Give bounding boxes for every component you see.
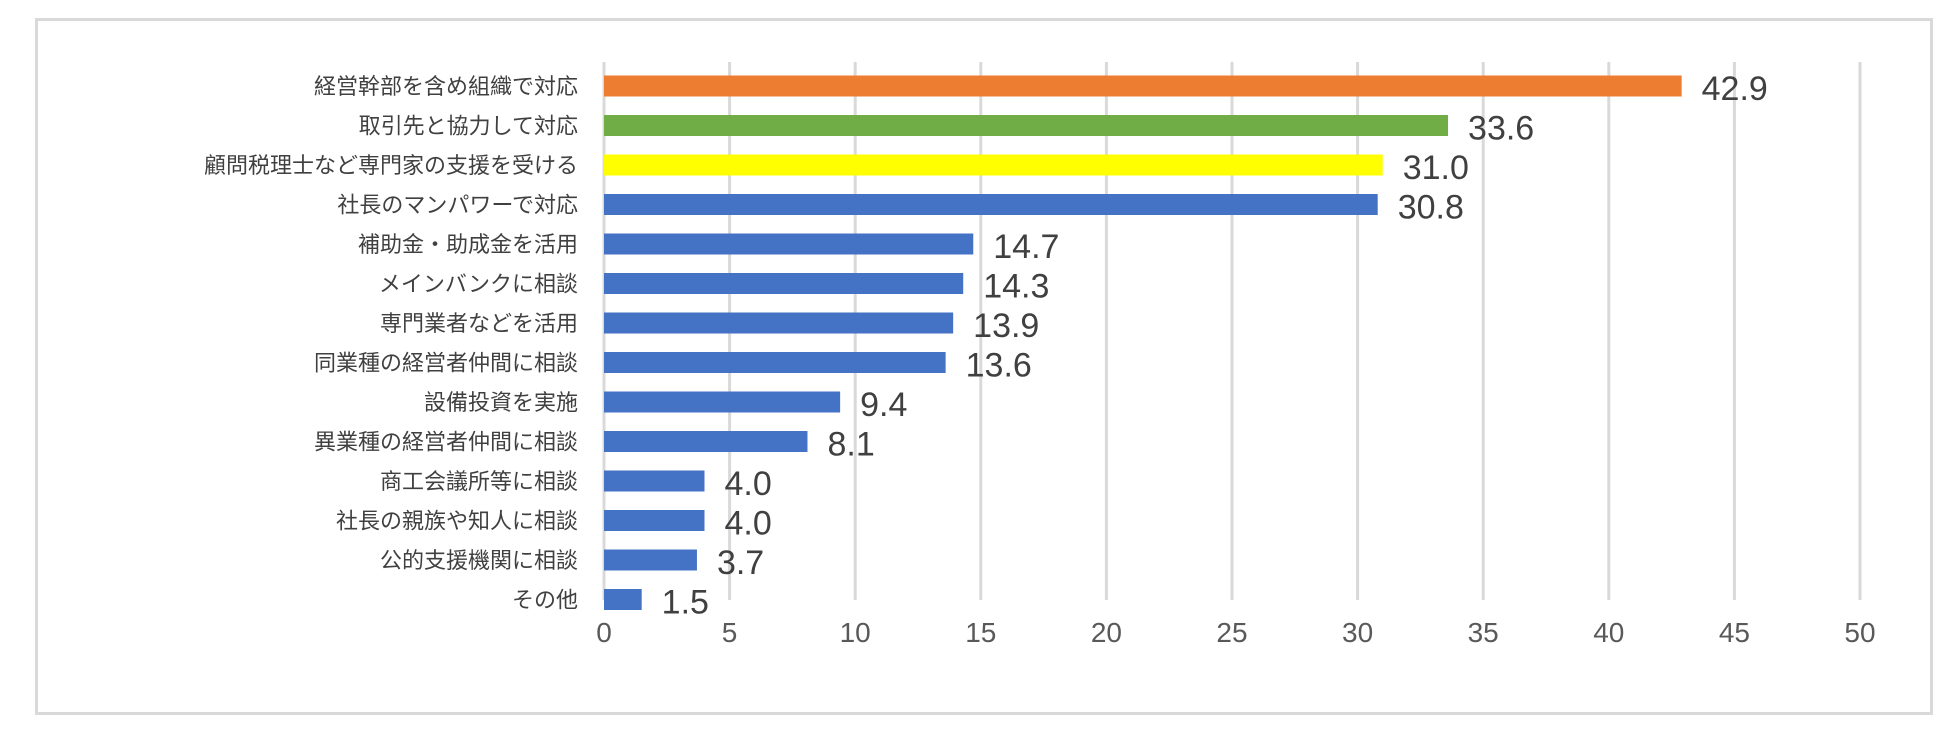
category-label: 補助金・助成金を活用 (358, 233, 578, 258)
category-labels: 経営幹部を含め組織で対応取引先と協力して対応顧問税理士など専門家の支援を受ける社… (204, 75, 578, 614)
category-label: 異業種の経営者仲間に相談 (314, 431, 578, 456)
x-tick-label: 40 (1593, 617, 1624, 648)
data-label: 14.3 (983, 268, 1049, 306)
data-label: 14.7 (993, 228, 1059, 266)
data-label: 3.7 (717, 544, 764, 582)
category-label: 公的支援機関に相談 (380, 549, 578, 574)
category-label: 社長の親族や知人に相談 (336, 510, 578, 535)
data-label: 13.6 (966, 347, 1032, 385)
x-tick-label: 10 (840, 617, 871, 648)
category-label: 設備投資を実施 (424, 391, 578, 416)
data-label: 4.0 (724, 465, 771, 503)
category-label: 同業種の経営者仲間に相談 (314, 352, 578, 377)
bar (604, 470, 705, 492)
bar (604, 391, 841, 413)
category-label: 顧問税理士など専門家の支援を受ける (204, 154, 578, 179)
x-tick-label: 30 (1342, 617, 1373, 648)
bar (604, 352, 946, 373)
bar (604, 589, 642, 610)
x-tick-label: 25 (1216, 617, 1247, 648)
bar (604, 154, 1383, 176)
data-label: 30.8 (1398, 189, 1464, 227)
category-label: 社長のマンパワーで対応 (337, 194, 578, 219)
x-tick-label: 0 (596, 617, 612, 648)
bar (604, 549, 697, 571)
category-label: 商工会議所等に相談 (380, 470, 578, 495)
x-axis-ticks: 0 5 10 15 20 25 30 35 40 45 50 (596, 617, 1875, 648)
category-label: 取引先と協力して対応 (359, 115, 578, 140)
x-tick-label: 45 (1719, 617, 1750, 648)
category-label: 経営幹部を含め組織で対応 (314, 75, 578, 100)
bar (604, 115, 1449, 136)
category-label: メインバンクに相談 (379, 273, 578, 298)
bar (604, 75, 1682, 97)
data-label: 9.4 (860, 386, 907, 424)
x-tick-label: 35 (1468, 617, 1499, 648)
x-tick-label: 20 (1091, 617, 1122, 648)
data-label: 31.0 (1403, 149, 1469, 187)
category-label: その他 (512, 589, 578, 614)
x-tick-label: 15 (965, 617, 996, 648)
x-tick-label: 5 (722, 617, 738, 648)
data-label: 8.1 (827, 426, 874, 464)
bar (604, 312, 954, 334)
data-label: 4.0 (724, 505, 771, 543)
x-tick-label: 50 (1844, 617, 1875, 648)
bar (604, 431, 808, 452)
bars (604, 75, 1682, 610)
bar (604, 510, 705, 531)
bar (604, 273, 964, 294)
data-label: 1.5 (662, 584, 709, 622)
bar (604, 194, 1378, 215)
data-label: 13.9 (973, 307, 1039, 345)
value-labels: 42.9 33.631.030.8 14.714.313.913.6 9.48.1 4.… (662, 70, 1768, 622)
category-label: 専門業者などを活用 (380, 312, 578, 337)
data-label: 33.6 (1468, 110, 1534, 148)
bar (604, 233, 974, 255)
data-label: 42.9 (1702, 70, 1768, 108)
